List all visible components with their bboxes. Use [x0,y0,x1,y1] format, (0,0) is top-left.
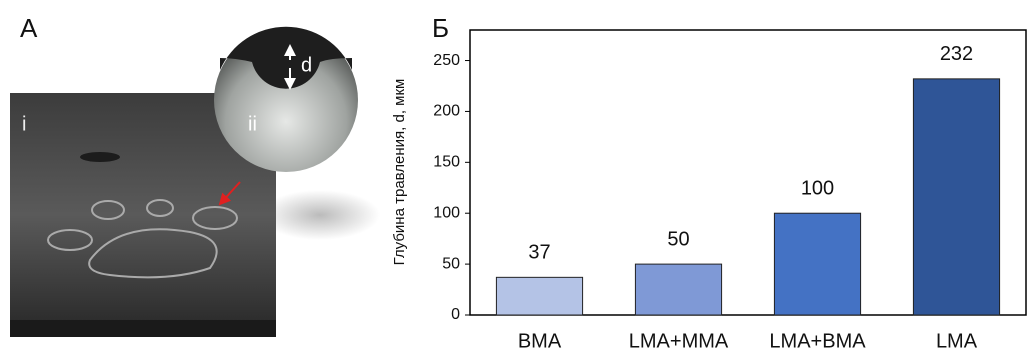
y-tick-label: 200 [433,103,460,120]
pointer-arrow [218,181,241,206]
value-label: 50 [667,228,689,250]
bar [634,263,723,316]
bar [912,78,1001,316]
x-tick-label: LMA+BMA [769,330,866,352]
shadow [260,190,380,240]
region-label: ii [248,113,257,135]
y-tick-label: 250 [433,52,460,69]
photo-panel: А d i ii [10,13,380,337]
x-tick-label: LMA+MMA [629,330,729,352]
value-label: 100 [801,177,834,199]
y-tick-label: 0 [451,306,460,323]
panel-label: А [20,13,38,43]
value-label: 37 [528,242,550,264]
bar [773,212,862,316]
photo-edge [10,320,276,337]
y-axis-label: Глубина травления, d, мкм [391,79,408,266]
dimension-label: d [301,54,312,76]
x-tick-label: BMA [518,330,562,352]
y-tick-label: 100 [433,204,460,221]
inset-cut [220,26,352,89]
plot: 0 50 100 150 200 250 BMA 37 LMA+MMA 50 LMA+BMA 100 L… [433,29,1027,352]
region-label: i [22,113,26,135]
inset [214,28,358,172]
y-tick-label: 50 [442,255,460,272]
droplets [47,199,238,279]
panel-label: Б [432,13,449,43]
value-label: 232 [940,43,973,65]
bar [495,276,584,316]
x-tick-label: LMA [936,330,978,352]
defect [80,152,120,162]
y-tick-label: 150 [433,154,460,171]
plot-frame [469,29,1027,316]
